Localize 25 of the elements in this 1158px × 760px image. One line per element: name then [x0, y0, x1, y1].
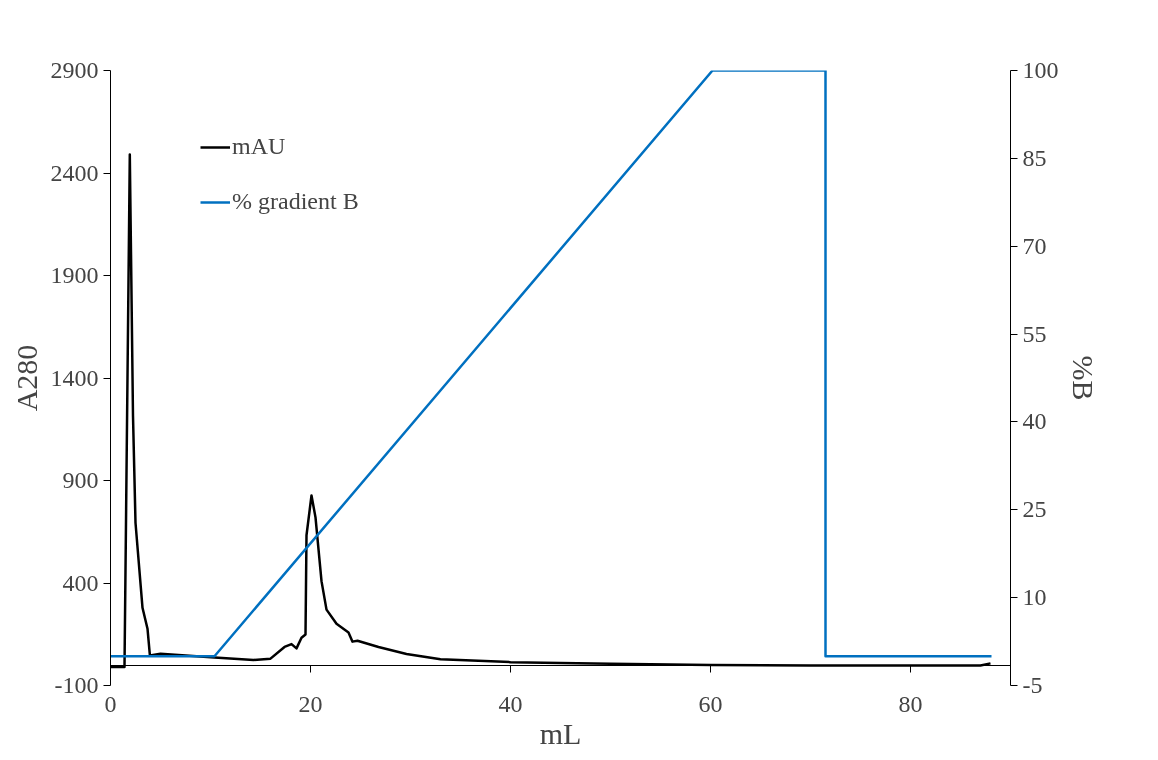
- y2-axis-title: %B: [1066, 355, 1100, 401]
- legend-label: % gradient B: [232, 188, 359, 215]
- y-tick-label: 1900: [50, 262, 99, 288]
- y-tick-label: 1400: [50, 364, 99, 391]
- y2-tick-label: 40: [1022, 408, 1047, 435]
- x-tick-label: 20: [298, 690, 323, 717]
- y-axis-title: A280: [9, 344, 43, 412]
- x-tick-label: 60: [698, 690, 723, 717]
- legend-label: mAU: [232, 133, 286, 160]
- x-tick-label: 80: [898, 690, 923, 717]
- y-tick-label: -100: [54, 672, 99, 698]
- y2-tick-label: 55: [1022, 320, 1047, 347]
- y2-tick-label: 100: [1022, 57, 1059, 83]
- y2-tick-label: 85: [1022, 144, 1047, 171]
- y-tick-label: 400: [62, 569, 99, 596]
- y2-tick-label: 25: [1022, 496, 1047, 523]
- y-tick-label: 2900: [50, 57, 99, 83]
- y-tick-label: 900: [62, 467, 99, 493]
- x-axis-title: mL: [539, 716, 582, 750]
- x-tick-label: 0: [104, 690, 117, 717]
- y2-tick-label: 10: [1022, 584, 1047, 611]
- y2-tick-label: 70: [1022, 232, 1047, 259]
- y-tick-label: 2400: [50, 159, 99, 186]
- x-tick-label: 40: [498, 690, 523, 717]
- y2-tick-label: -5: [1022, 672, 1043, 698]
